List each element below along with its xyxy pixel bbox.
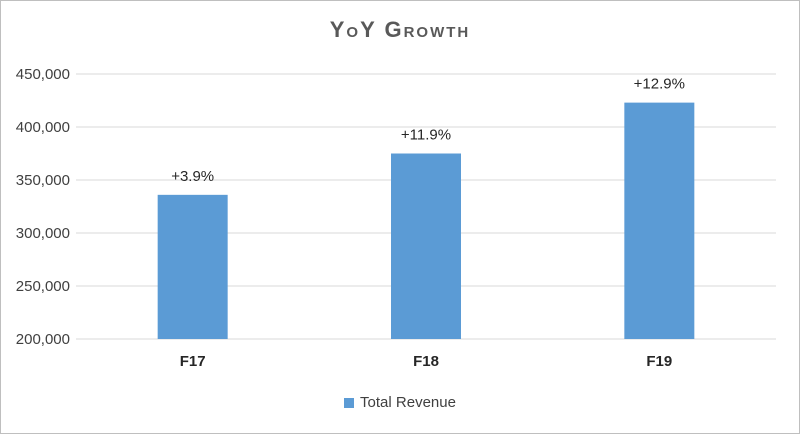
data-label: +3.9% xyxy=(171,168,214,185)
legend: Total Revenue xyxy=(1,394,799,411)
bar xyxy=(624,102,695,340)
x-tick-label: F17 xyxy=(180,353,206,370)
data-label: +11.9% xyxy=(401,127,451,144)
chart-title: YoY Growth xyxy=(329,17,471,42)
legend-label: Total Revenue xyxy=(360,394,456,411)
y-tick-label: 300,000 xyxy=(16,225,70,242)
y-tick-label: 400,000 xyxy=(16,119,70,136)
y-tick-label: 250,000 xyxy=(16,278,70,295)
legend-swatch xyxy=(344,397,355,408)
data-label: +12.9% xyxy=(634,76,685,93)
y-tick-label: 450,000 xyxy=(16,66,70,83)
y-tick-label: 200,000 xyxy=(16,331,70,348)
bar xyxy=(391,153,461,339)
x-tick-label: F19 xyxy=(646,353,672,370)
y-tick-label: 350,000 xyxy=(16,172,70,189)
x-tick-label: F18 xyxy=(413,353,439,370)
bar xyxy=(157,194,228,339)
